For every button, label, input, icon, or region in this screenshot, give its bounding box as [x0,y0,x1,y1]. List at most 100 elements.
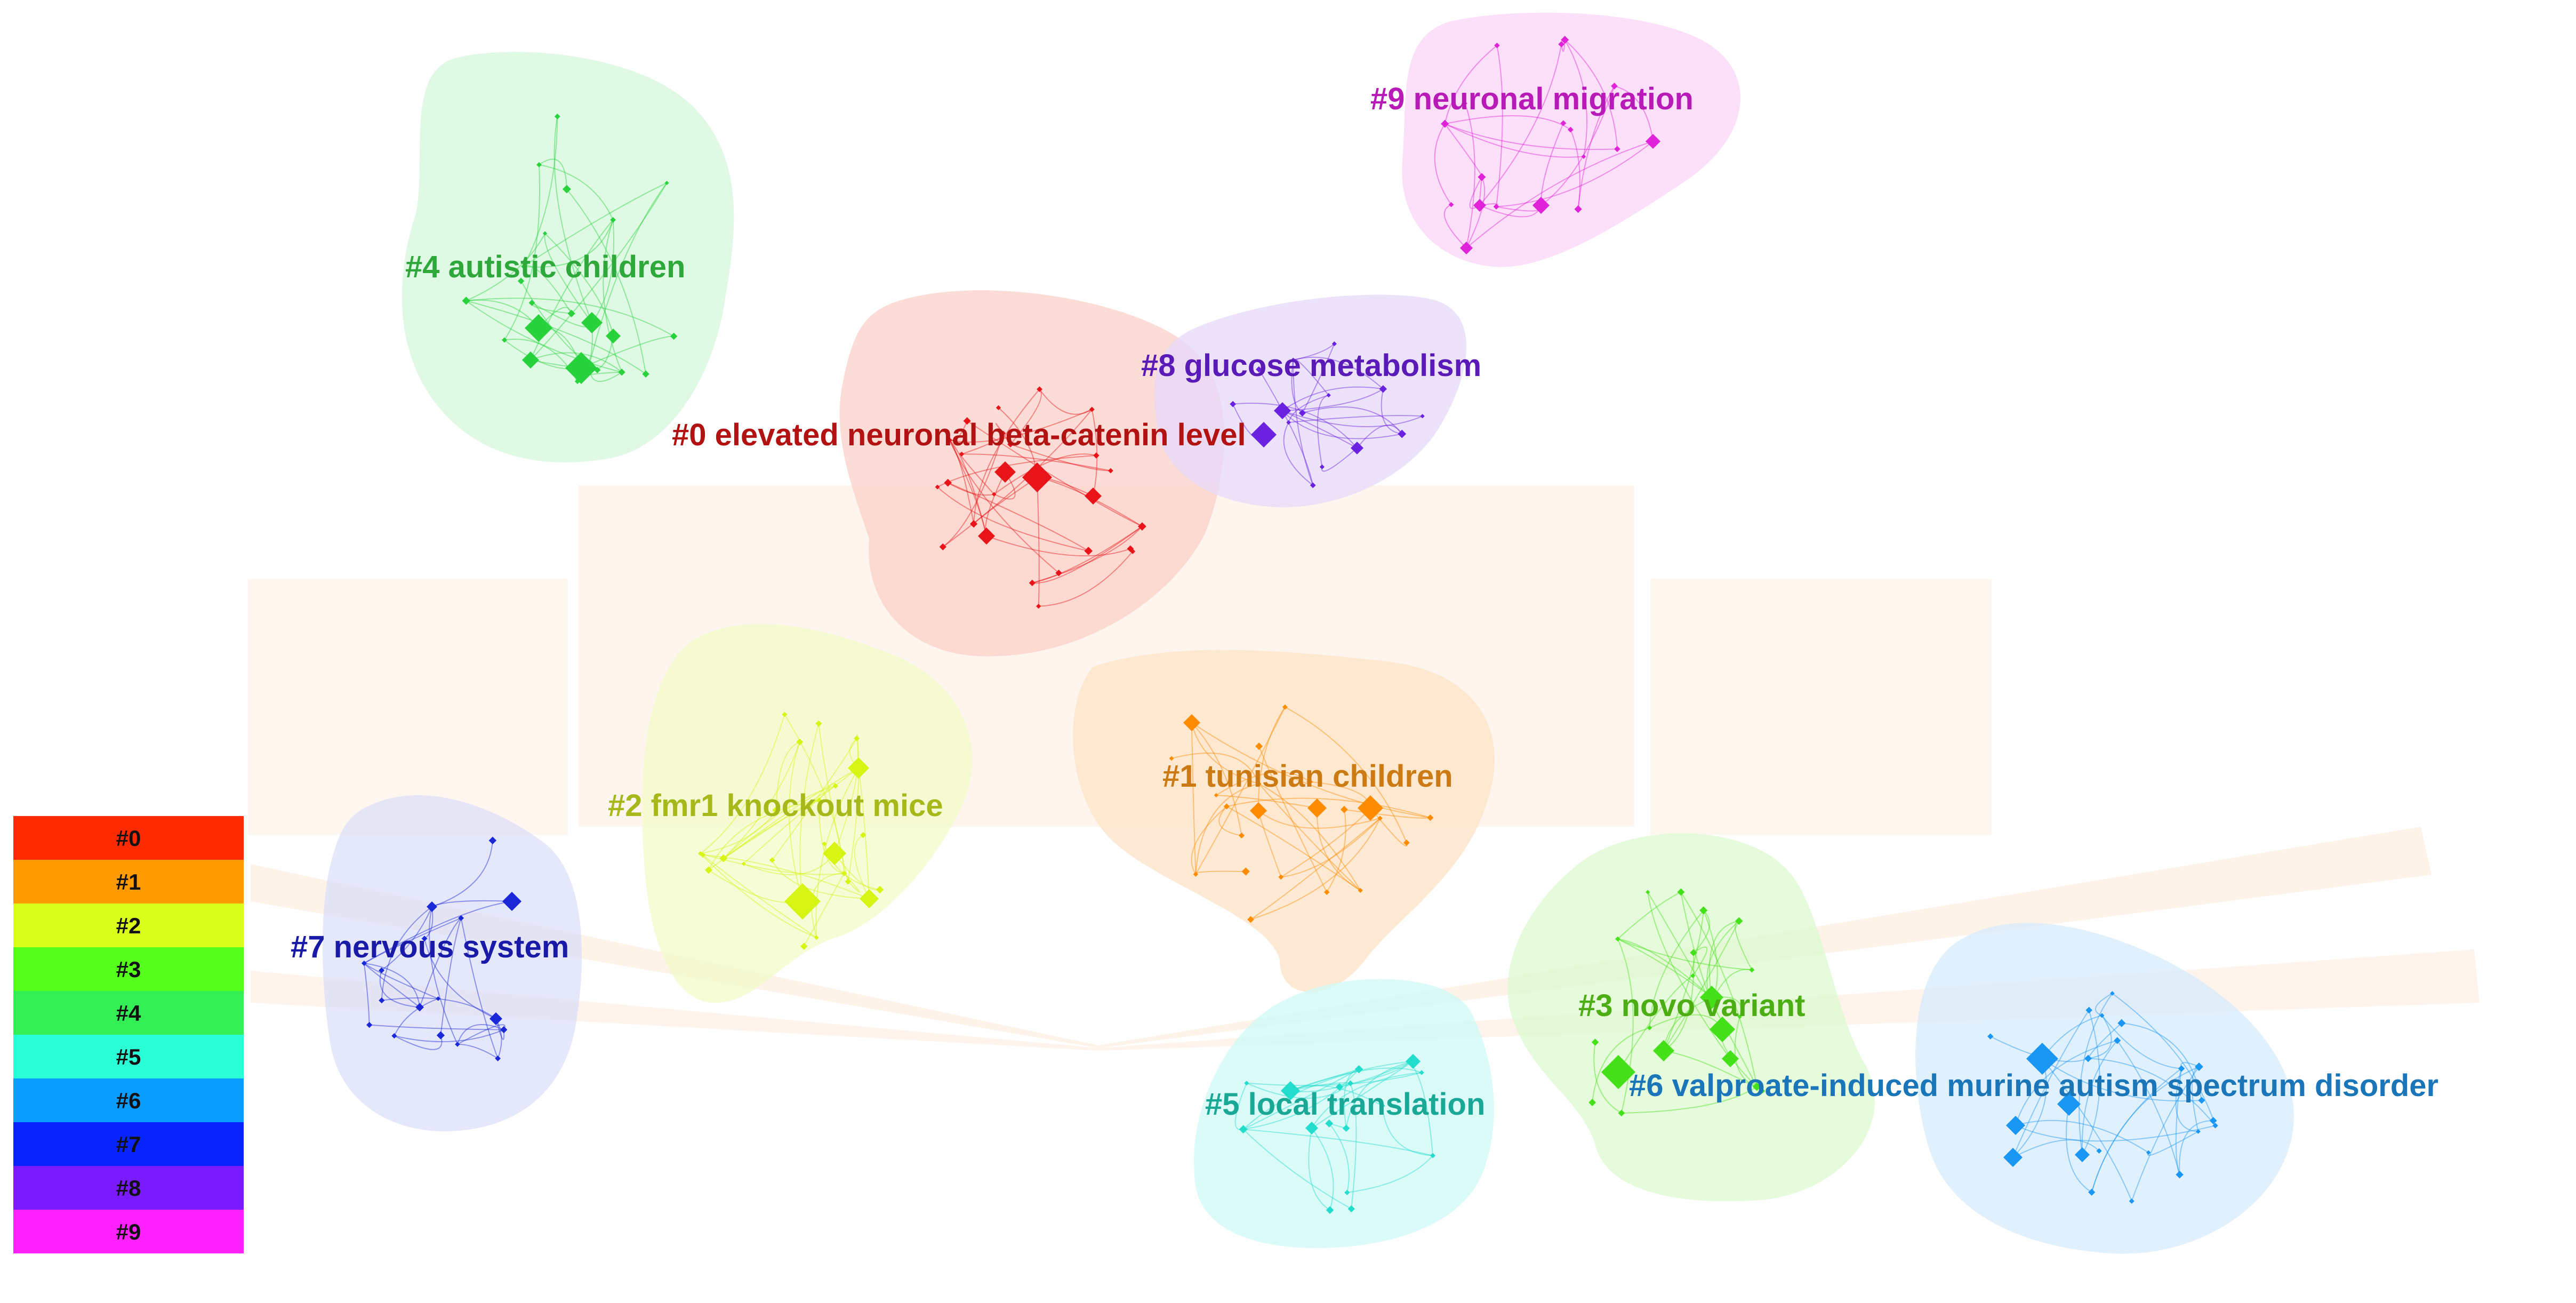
cluster-node [719,854,728,862]
cluster-label-2: #2 fmr1 knockout mice [608,788,943,823]
cluster-node [1325,1119,1334,1128]
background-ray [251,827,2431,1048]
citation-edge [457,1043,499,1059]
citation-edge [1321,447,1358,472]
citation-edge [1242,1129,1352,1210]
cluster-node [1130,548,1136,554]
citation-edge [702,854,817,938]
citation-edge [431,840,493,907]
cluster-node [772,806,780,814]
citation-edge [1692,946,1708,976]
citation-edge [1317,395,1329,467]
citation-edge [364,963,421,1008]
citation-edge [2101,1015,2182,1069]
cluster-node [854,736,860,741]
cluster-node [848,757,869,779]
cluster-node [361,961,367,966]
cluster-node [1055,570,1062,577]
citation-edge [847,768,860,882]
cluster-node [2176,1170,2184,1179]
cluster-node [1737,1014,1742,1019]
legend-swatch [13,1166,244,1210]
legend-label: #8 [116,1176,141,1201]
cluster-node [594,366,601,373]
citation-edge [1290,1067,1422,1091]
cluster-node [860,832,866,838]
citation-edge [818,723,849,882]
citation-edge [1617,939,1634,1114]
cluster-node [1326,1206,1334,1214]
citation-edge [2091,1066,2200,1193]
citation-edge [523,116,558,267]
cluster-node [1690,973,1696,978]
cluster-node [996,405,1001,411]
cluster-node [2178,1065,2185,1072]
citation-edge [1347,1155,1433,1193]
citation-edge [743,768,859,865]
cluster-label-9: #9 neuronal migration [1370,82,1694,116]
cluster-node [1250,802,1267,819]
cluster-node [421,936,428,942]
cluster-node [502,337,508,343]
cluster-node [1351,442,1363,454]
cluster-node [1323,889,1330,896]
citation-edge [1285,706,1407,843]
cluster-node [1307,798,1327,818]
legend-item-8: #8 [13,1166,244,1210]
citation-edge [810,873,845,938]
citation-edge [1381,389,1402,435]
citation-edge [466,300,646,375]
cluster-node [1342,1124,1350,1132]
cluster-node [2026,1043,2058,1075]
citation-edge [948,482,1089,551]
cluster-node [1108,468,1113,474]
cluster-node [1752,1082,1761,1091]
cluster-node [2114,1037,2121,1044]
citation-edge [1357,425,1403,449]
cluster-node [2129,1198,2134,1204]
citation-edge [1293,343,1335,361]
citation-edge [1218,806,1242,836]
cluster-node [554,113,560,119]
cluster-node [1735,917,1743,925]
cluster-node [823,842,846,865]
cluster-node [1379,385,1387,393]
cluster-node [1614,146,1620,153]
citation-edge [2121,1022,2202,1101]
cluster-node [1708,1000,1714,1006]
legend-label: #3 [116,957,141,982]
cluster-label-0: #0 elevated neuronal beta-catenin level [672,418,1246,452]
citation-edge [1216,771,1310,796]
cluster-node [1306,778,1313,785]
cluster-node [1241,867,1250,876]
cluster-node [1611,83,1618,90]
cluster-node [2198,1097,2205,1104]
legend-swatch [13,1035,244,1078]
citation-edge [2042,1058,2202,1102]
cluster-node [1722,1050,1739,1067]
citation-edge [2082,1010,2100,1155]
cluster-node [800,942,808,950]
cluster-node [1223,803,1230,810]
citation-edge [1445,123,1617,150]
cluster-node [1193,872,1199,877]
citation-edge [723,785,836,859]
cluster-node [1749,967,1755,973]
cluster-node [562,185,571,194]
citation-edge [1311,1061,1414,1129]
legend-label: #1 [116,869,141,894]
citation-edge [1191,722,1197,875]
citation-edge [1216,795,1318,809]
citation-edge [993,471,1016,500]
cluster-label-6: #6 valproate-induced murine autism spect… [1629,1068,2438,1103]
citation-edge [495,1018,505,1040]
citation-edge [1445,123,1584,158]
cluster-node [1591,1038,1599,1046]
citation-edge [2088,1015,2112,1059]
cluster-node [500,1026,508,1034]
citation-edge [504,164,541,341]
cluster-node [816,797,822,804]
citation-edge [1283,422,1313,486]
citation-edge [1281,818,1381,878]
citation-edge [523,265,572,314]
